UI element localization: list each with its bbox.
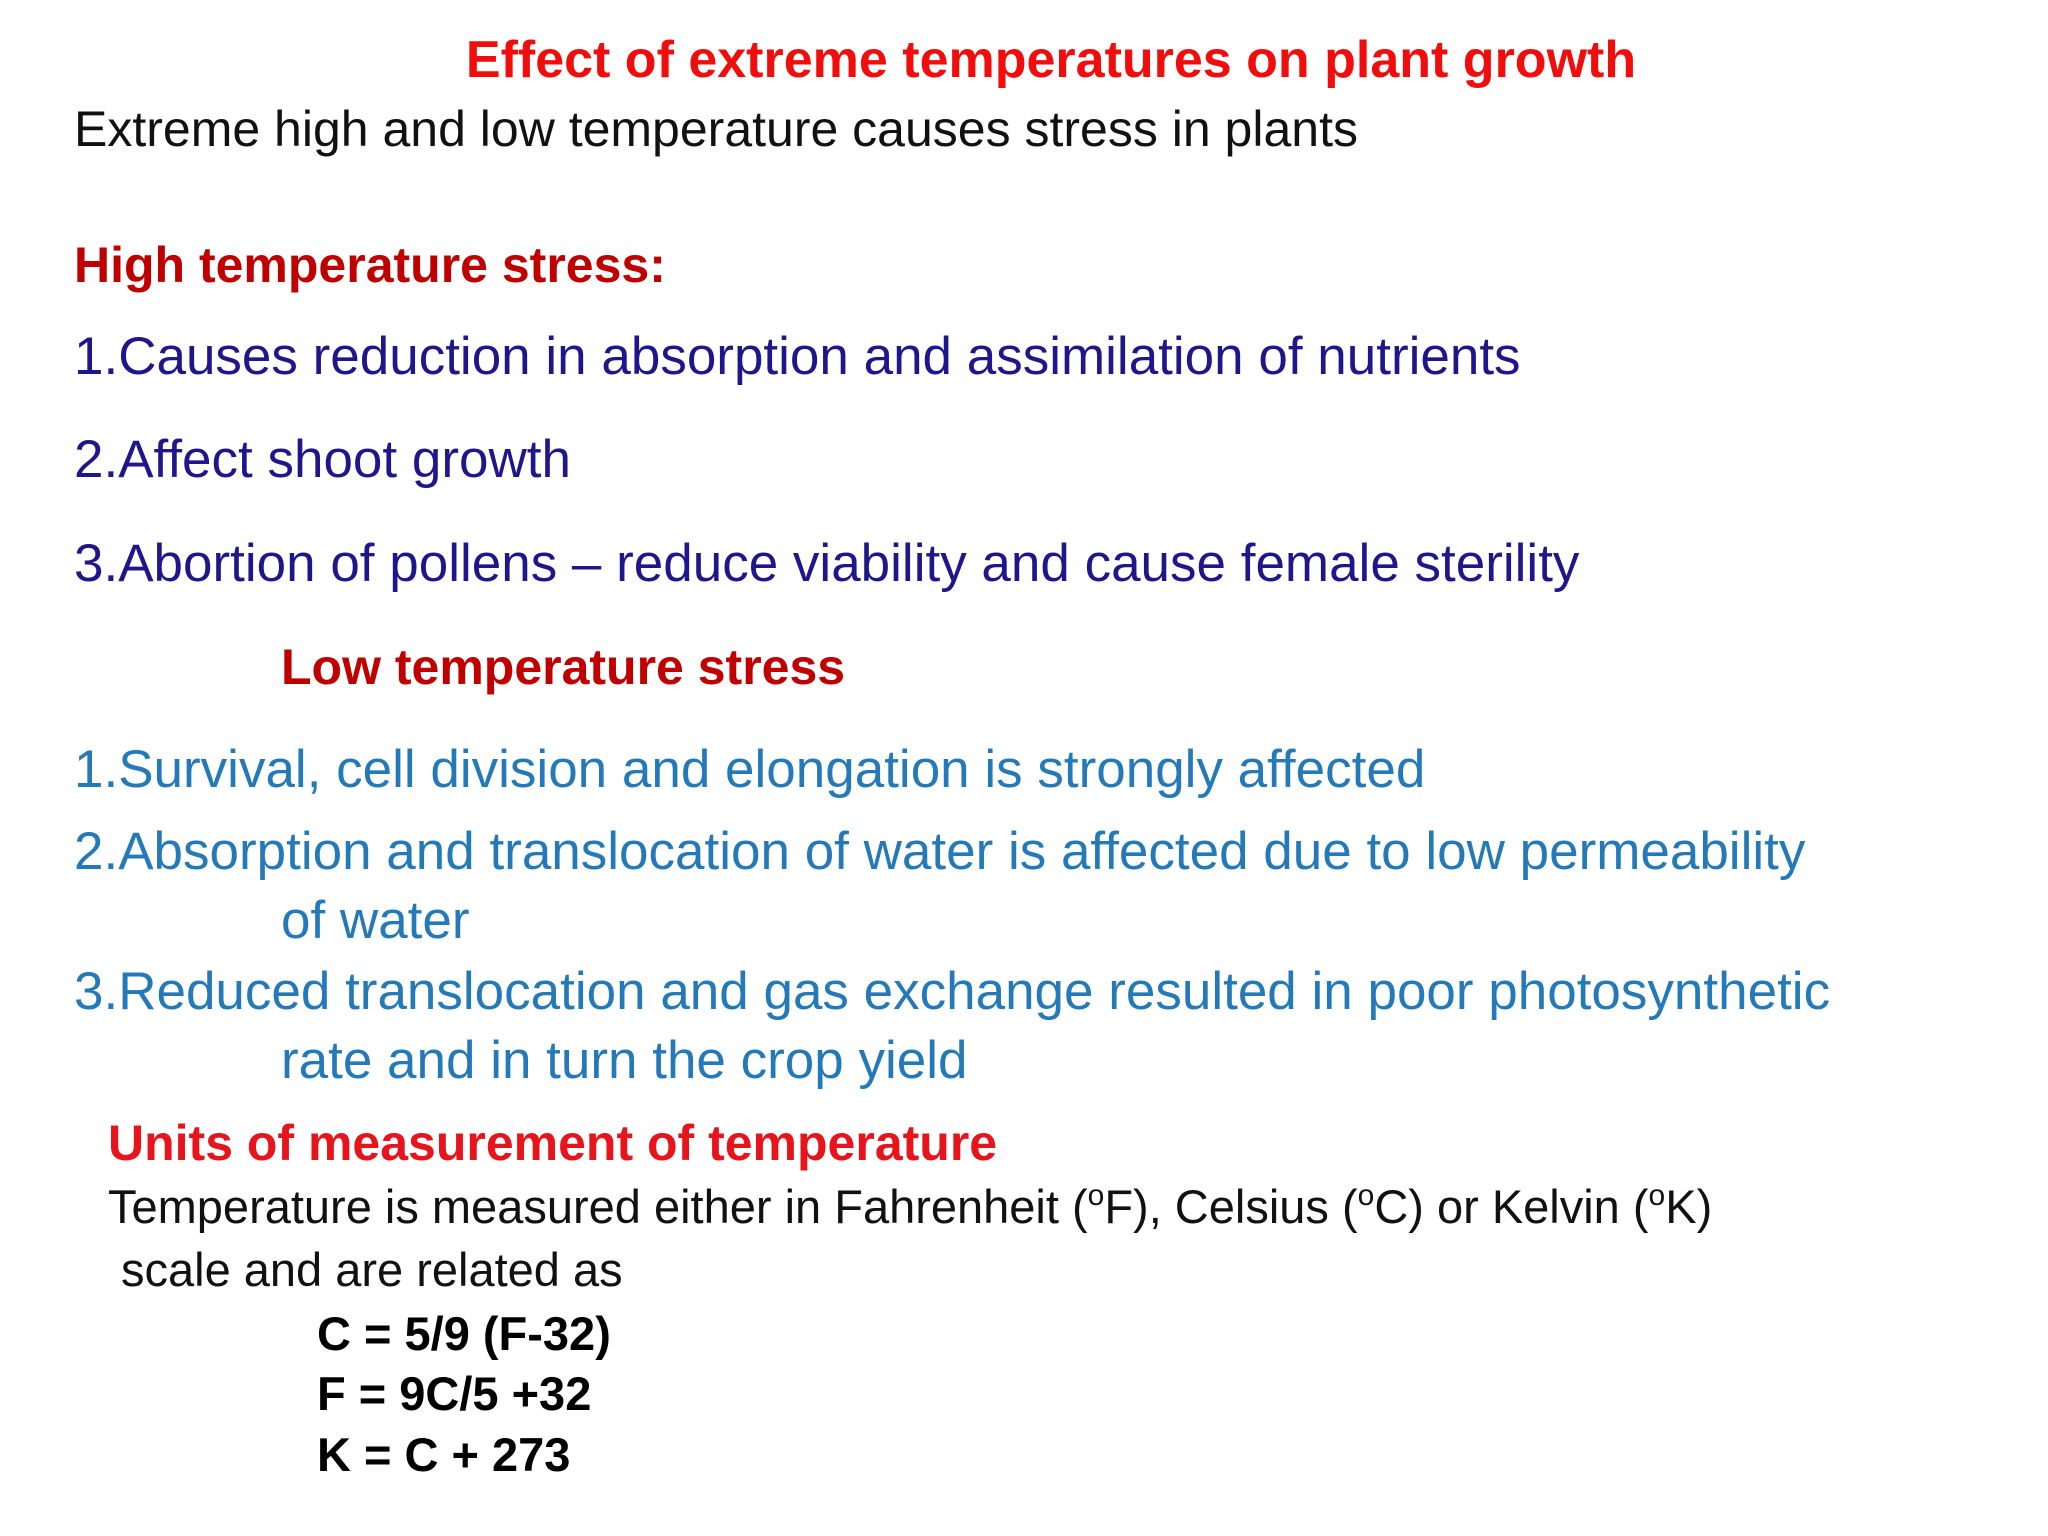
subtitle: Extreme high and low temperature causes … — [74, 101, 1358, 157]
list-item: 2.Absorption and translocation of water … — [74, 822, 1806, 881]
list-item: 3.Reduced translocation and gas exchange… — [74, 962, 1830, 1021]
list-item: 1.Causes reduction in absorption and ass… — [74, 327, 1521, 386]
text-run: Temperature is measured either in Fahren… — [108, 1180, 1088, 1233]
formula: C = 5/9 (F-32) — [317, 1307, 611, 1360]
list-item: 1.Survival, cell division and elongation… — [74, 740, 1425, 799]
superscript: o — [1649, 1179, 1666, 1212]
superscript: o — [1088, 1179, 1105, 1212]
section-heading: High temperature stress: — [74, 237, 666, 293]
formula: K = C + 273 — [317, 1428, 570, 1481]
description-line: Temperature is measured either in Fahren… — [108, 1179, 1712, 1233]
superscript: o — [1358, 1179, 1375, 1212]
list-item-continuation: of water — [281, 891, 470, 950]
text-run: K) — [1665, 1180, 1712, 1233]
formula: F = 9C/5 +32 — [317, 1367, 591, 1420]
list-item: 2.Affect shoot growth — [74, 430, 571, 489]
list-item: 3.Abortion of pollens – reduce viability… — [74, 534, 1580, 593]
section-heading: Low temperature stress — [281, 639, 845, 695]
title: Effect of extreme temperatures on plant … — [466, 31, 1636, 89]
section-heading: Units of measurement of temperature — [108, 1115, 997, 1171]
list-item-continuation: rate and in turn the crop yield — [281, 1031, 967, 1090]
text-run: F), Celsius ( — [1104, 1180, 1358, 1233]
text-run: C) or Kelvin ( — [1374, 1180, 1649, 1233]
description-line: scale and are related as — [121, 1243, 623, 1296]
